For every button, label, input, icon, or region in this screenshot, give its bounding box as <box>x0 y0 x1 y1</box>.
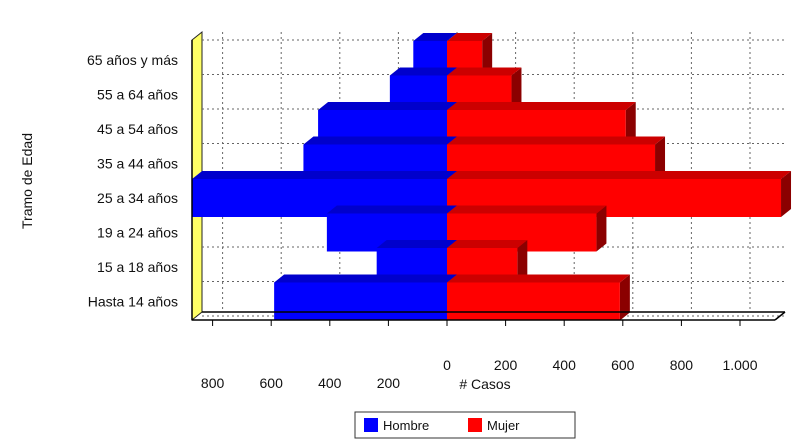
x-tick-label-right-200: 200 <box>494 357 518 373</box>
bar-mujer-top-45-a-54-anos <box>447 102 636 110</box>
x-tick-label-right-800: 800 <box>670 357 694 373</box>
bar-hombre-top-hasta-14-anos <box>274 274 457 283</box>
x-tick-label-right-600: 600 <box>611 357 635 373</box>
bar-hombre-top-15-a-18-anos <box>376 240 457 248</box>
category-label-35-a-44-anos: 35 a 44 años <box>97 156 178 172</box>
bar-mujer-top-25-a-34-anos <box>447 171 792 179</box>
bar-hombre-top-45-a-54-anos <box>318 102 457 110</box>
category-labels: 65 años y más 55 a 64 años 45 a 54 años 35 … <box>87 52 178 310</box>
category-label-25-a-34-anos: 25 a 34 años <box>97 190 178 206</box>
bar-mujer-top-19-a-24-anos <box>447 205 607 214</box>
x-tick-label-right-1-000: 1.000 <box>722 357 757 373</box>
legend: Hombre Mujer <box>354 411 576 439</box>
bar-mujer-top-65-anos-y-mas <box>447 33 493 41</box>
bar-mujer-top-hasta-14-anos <box>447 274 630 283</box>
legend-frame <box>354 411 576 439</box>
bar-hombre-top-25-a-34-anos <box>192 171 457 179</box>
legend-swatch-hombre <box>364 418 378 432</box>
x-tick-label-left-200: 200 <box>377 375 401 391</box>
category-label-15-a-18-anos: 15 a 18 años <box>97 259 178 275</box>
chart-axes <box>191 40 786 326</box>
x-tick-label-right-0: 0 <box>443 357 451 373</box>
bar-mujer-top-55-a-64-anos <box>447 67 522 76</box>
x-tick-label-left-400: 400 <box>318 375 342 391</box>
bar-hombre-top-55-a-64-anos <box>389 67 457 76</box>
bar-hombre-top-19-a-24-anos <box>326 205 457 214</box>
y-axis-title: Tramo de Edad <box>19 133 35 229</box>
bar-mujer-top-35-a-44-anos <box>447 136 666 145</box>
bar-hombre-top-35-a-44-anos <box>303 136 457 145</box>
x-tick-label-left-600: 600 <box>260 375 284 391</box>
bar-mujer-side-19-a-24-anos <box>596 205 607 252</box>
bar-mujer-side-hasta-14-anos <box>619 274 630 321</box>
category-label-65-anos-y-mas: 65 años y más <box>87 52 178 68</box>
category-label-45-a-54-anos: 45 a 54 años <box>97 121 178 137</box>
legend-swatch-mujer <box>468 418 482 432</box>
tick-labels: 800 600 400 200 0 200 400 600 800 1.000 <box>201 357 758 391</box>
x-tick-label-right-400: 400 <box>553 357 577 373</box>
x-axis-line-edge <box>774 311 786 321</box>
chart-bars <box>192 33 792 321</box>
category-label-55-a-64-anos: 55 a 64 años <box>97 87 178 103</box>
x-axis-title: # Casos <box>459 376 510 392</box>
bar-mujer-side-25-a-34-anos <box>781 171 792 217</box>
bar-mujer-top-15-a-18-anos <box>447 240 528 248</box>
x-tick-label-left-800: 800 <box>201 375 225 391</box>
bar-hombre-top-65-anos-y-mas <box>413 33 457 41</box>
bar-mujer-hasta-14-anos <box>447 282 620 321</box>
legend-label-hombre: Hombre <box>383 418 429 433</box>
legend-label-mujer: Mujer <box>487 418 520 433</box>
category-label-19-a-24-anos: 19 a 24 años <box>97 225 178 241</box>
category-label-hasta-14-anos: Hasta 14 años <box>88 294 178 310</box>
bar-hombre-hasta-14-anos <box>274 282 447 321</box>
